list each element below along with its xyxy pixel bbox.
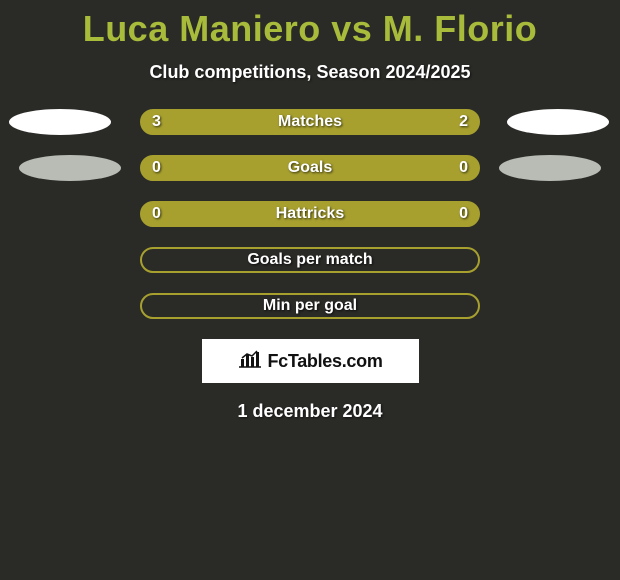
page-title: Luca Maniero vs M. Florio [0, 8, 620, 50]
stat-bar [140, 293, 480, 319]
stat-row-min-per-goal: Min per goal [0, 293, 620, 319]
chart-bars-icon [237, 349, 263, 374]
right-marker-icon [507, 109, 609, 135]
stat-row-goals: 0 Goals 0 [0, 155, 620, 181]
right-marker-icon [499, 155, 601, 181]
brand-text: FcTables.com [267, 351, 382, 372]
right-value: 0 [459, 155, 468, 181]
brand-box: FcTables.com [202, 339, 419, 383]
stat-bar [140, 109, 480, 135]
stat-bar [140, 155, 480, 181]
left-value: 0 [152, 201, 161, 227]
left-value: 0 [152, 155, 161, 181]
stat-bar [140, 201, 480, 227]
left-marker-icon [19, 155, 121, 181]
comparison-card: Luca Maniero vs M. Florio Club competiti… [0, 8, 620, 580]
right-value: 0 [459, 201, 468, 227]
left-marker-icon [9, 109, 111, 135]
stat-row-hattricks: 0 Hattricks 0 [0, 201, 620, 227]
stat-row-matches: 3 Matches 2 [0, 109, 620, 135]
footer-date: 1 december 2024 [0, 401, 620, 422]
stat-bar [140, 247, 480, 273]
page-subtitle: Club competitions, Season 2024/2025 [0, 62, 620, 83]
right-value: 2 [459, 109, 468, 135]
stat-row-goals-per-match: Goals per match [0, 247, 620, 273]
brand-inner: FcTables.com [237, 349, 382, 374]
left-value: 3 [152, 109, 161, 135]
stat-rows: 3 Matches 2 0 Goals 0 0 Hattricks 0 Goal… [0, 109, 620, 319]
